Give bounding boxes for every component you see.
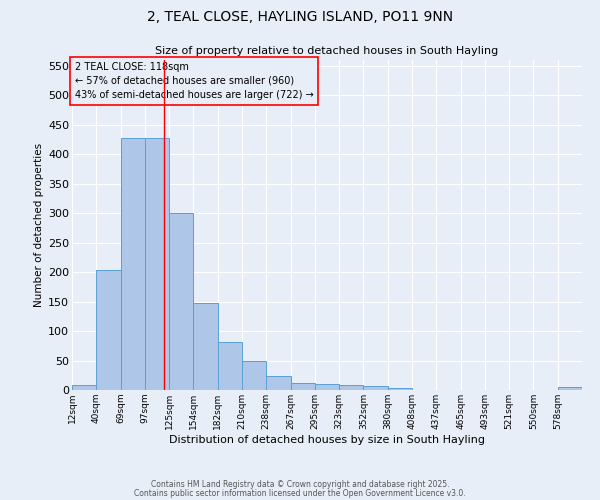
Bar <box>290 383 315 390</box>
Bar <box>388 388 412 390</box>
Bar <box>339 386 364 390</box>
Bar <box>266 376 290 390</box>
Text: Contains HM Land Registry data © Crown copyright and database right 2025.: Contains HM Land Registry data © Crown c… <box>151 480 449 489</box>
Title: Size of property relative to detached houses in South Hayling: Size of property relative to detached ho… <box>155 46 499 56</box>
X-axis label: Distribution of detached houses by size in South Hayling: Distribution of detached houses by size … <box>169 434 485 444</box>
Bar <box>193 304 218 390</box>
Bar <box>218 342 242 390</box>
Bar <box>72 386 96 390</box>
Bar <box>121 138 145 390</box>
Text: Contains public sector information licensed under the Open Government Licence v3: Contains public sector information licen… <box>134 488 466 498</box>
Bar <box>315 384 339 390</box>
Text: 2 TEAL CLOSE: 118sqm
← 57% of detached houses are smaller (960)
43% of semi-deta: 2 TEAL CLOSE: 118sqm ← 57% of detached h… <box>74 62 313 100</box>
Text: 2, TEAL CLOSE, HAYLING ISLAND, PO11 9NN: 2, TEAL CLOSE, HAYLING ISLAND, PO11 9NN <box>147 10 453 24</box>
Bar <box>364 386 388 390</box>
Bar <box>145 138 169 390</box>
Y-axis label: Number of detached properties: Number of detached properties <box>34 143 44 307</box>
Bar <box>96 270 121 390</box>
Bar <box>558 387 582 390</box>
Bar <box>242 360 266 390</box>
Bar <box>169 213 193 390</box>
